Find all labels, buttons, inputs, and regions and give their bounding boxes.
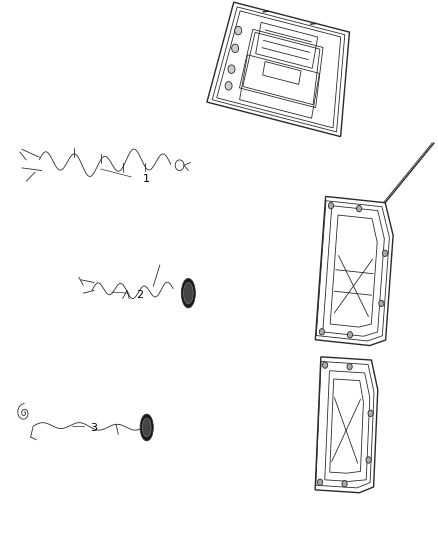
Ellipse shape [140,414,153,441]
Ellipse shape [142,418,151,437]
Circle shape [328,203,334,209]
Circle shape [357,205,362,212]
Circle shape [347,364,352,370]
Ellipse shape [184,282,193,304]
Circle shape [319,328,325,335]
Text: 2: 2 [137,290,144,300]
Circle shape [368,410,373,417]
Circle shape [347,332,353,338]
Circle shape [379,300,384,306]
Circle shape [382,250,388,256]
Circle shape [342,481,347,487]
Ellipse shape [181,278,195,308]
Text: 3: 3 [91,423,98,433]
Circle shape [366,457,371,463]
Circle shape [225,82,232,90]
Circle shape [318,479,323,486]
Text: 1: 1 [143,174,150,183]
Circle shape [228,65,235,74]
Circle shape [322,362,328,368]
Circle shape [235,26,242,35]
Circle shape [232,44,239,53]
